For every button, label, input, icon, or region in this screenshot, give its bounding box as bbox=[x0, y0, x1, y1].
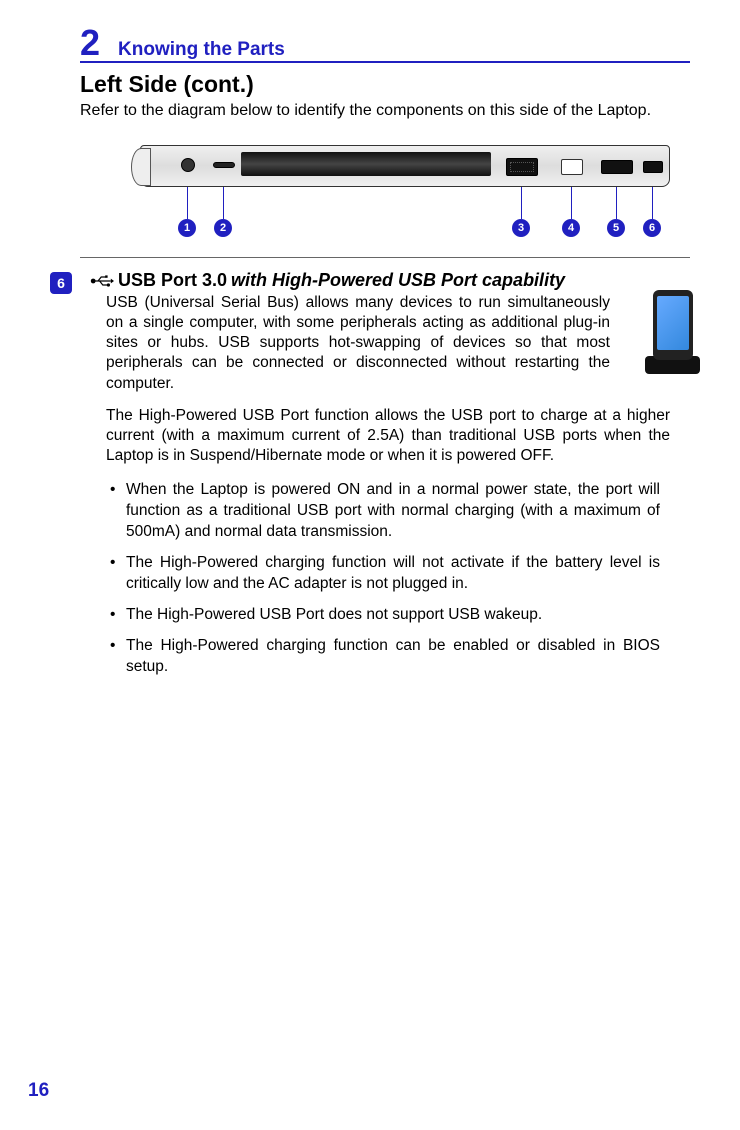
port-6-usb bbox=[643, 161, 663, 173]
feature-bullet-1: When the Laptop is powered ON and in a n… bbox=[110, 480, 660, 543]
chapter-title: Knowing the Parts bbox=[118, 39, 285, 61]
feature-heading: USB Port 3.0 with High-Powered USB Port … bbox=[90, 270, 690, 291]
section-description: Refer to the diagram below to identify t… bbox=[80, 102, 690, 120]
callout-line-3 bbox=[521, 187, 522, 219]
port-2-slot bbox=[213, 162, 235, 168]
diagram-callouts: 123456 bbox=[140, 187, 670, 242]
feature-bullet-list: When the Laptop is powered ON and in a n… bbox=[110, 480, 660, 677]
port-5-hdmi bbox=[601, 160, 633, 174]
feature-bullet-4: The High-Powered charging function can b… bbox=[110, 636, 660, 678]
callout-line-5 bbox=[616, 187, 617, 219]
feature-bullet-2: The High-Powered charging function will … bbox=[110, 553, 660, 595]
feature-heading-main: USB Port 3.0 bbox=[118, 270, 227, 291]
callout-badge-2: 2 bbox=[214, 219, 232, 237]
chapter-number: 2 bbox=[80, 25, 100, 61]
callout-line-4 bbox=[571, 187, 572, 219]
optical-drive bbox=[241, 152, 491, 176]
section-divider bbox=[80, 257, 690, 258]
callout-badge-1: 1 bbox=[178, 219, 196, 237]
feature-bullet-3: The High-Powered USB Port does not suppo… bbox=[110, 605, 660, 626]
page-number: 16 bbox=[28, 1080, 49, 1102]
section-title: Left Side (cont.) bbox=[80, 71, 690, 98]
feature-block: 6 USB Port 3.0 with High-Powered USB Por… bbox=[50, 270, 690, 678]
callout-line-2 bbox=[223, 187, 224, 219]
port-4-lan bbox=[561, 159, 583, 175]
feature-heading-italic: with High-Powered USB Port capability bbox=[231, 270, 565, 291]
feature-paragraph-2: The High-Powered USB Port function allow… bbox=[106, 406, 670, 466]
callout-line-6 bbox=[652, 187, 653, 219]
phone-dock-illustration bbox=[645, 290, 700, 385]
callout-badge-4: 4 bbox=[562, 219, 580, 237]
port-3-vga bbox=[506, 158, 538, 176]
callout-badge-3: 3 bbox=[512, 219, 530, 237]
laptop-side-illustration bbox=[140, 145, 670, 187]
callout-line-1 bbox=[187, 187, 188, 219]
port-1-jack bbox=[181, 158, 195, 172]
callout-badge-6: 6 bbox=[643, 219, 661, 237]
chapter-header: 2 Knowing the Parts bbox=[80, 25, 690, 63]
callout-badge-5: 5 bbox=[607, 219, 625, 237]
usb-icon bbox=[90, 273, 114, 289]
phone-icon bbox=[653, 290, 693, 360]
feature-number-badge: 6 bbox=[50, 272, 72, 294]
laptop-side-diagram: 123456 bbox=[140, 145, 670, 242]
feature-paragraph-1: USB (Universal Serial Bus) allows many d… bbox=[106, 293, 610, 394]
